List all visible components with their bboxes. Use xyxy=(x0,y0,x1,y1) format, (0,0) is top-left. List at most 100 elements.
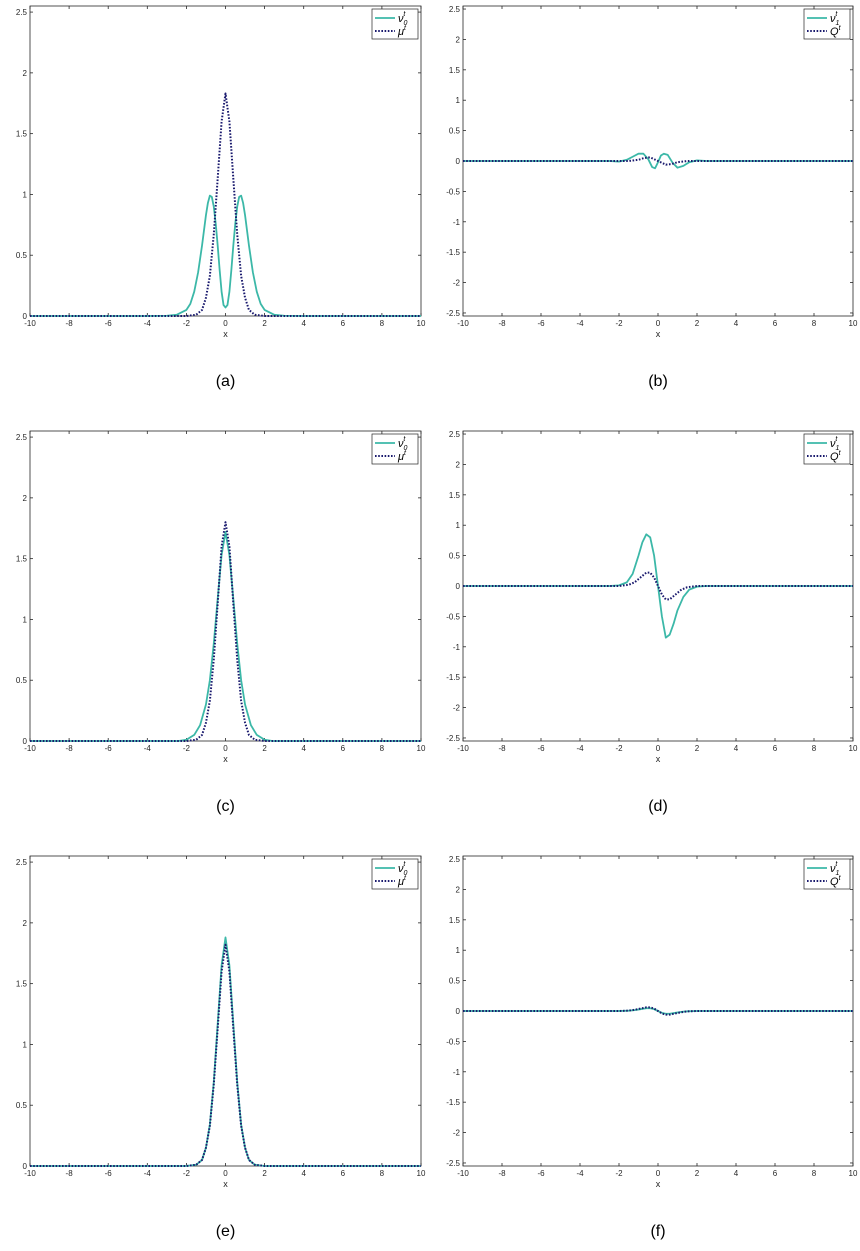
chart-panel-4: -10 -8 -6 -4 -2 0 2 4 6 8 10 -2.5 -2 -1.5 -1 -0.5 0 0.5 1 1… xyxy=(446,430,858,815)
y-tick-label: 1.5 xyxy=(449,491,461,500)
series-line-nu xyxy=(30,936,421,1167)
y-tick-label: -1 xyxy=(453,218,461,227)
legend-box xyxy=(803,8,851,40)
y-tick-label: -1 xyxy=(453,643,461,652)
y-tick-label: 0 xyxy=(23,1162,28,1171)
y-tick-label: 1 xyxy=(456,96,461,105)
x-tick-label: -8 xyxy=(66,744,74,753)
y-tick-label: 1 xyxy=(23,615,28,624)
chart-panel-6: -10 -8 -6 -4 -2 0 2 4 6 8 10 -2.5 -2 -1.5 -1 -0.5 0 0.5 1 1… xyxy=(446,855,858,1240)
y-tick-label: 1 xyxy=(23,190,28,199)
x-axis-label: x xyxy=(223,329,228,339)
x-tick-label: -10 xyxy=(457,1169,469,1178)
x-tick-label: 8 xyxy=(380,744,385,753)
x-tick-label: -6 xyxy=(105,744,113,753)
y-tick-label: 0.5 xyxy=(16,1101,28,1110)
x-tick-label: -8 xyxy=(66,1169,74,1178)
series-line-nu xyxy=(30,194,421,317)
y-tick-label: 0.5 xyxy=(16,251,28,260)
x-tick-label: -10 xyxy=(457,744,469,753)
x-tick-label: 6 xyxy=(773,319,778,328)
x-tick-label: 2 xyxy=(262,319,267,328)
y-tick-label: 2 xyxy=(456,35,461,44)
x-axis-label: x xyxy=(223,1179,228,1189)
y-tick-label: 0.5 xyxy=(449,127,461,136)
legend-box xyxy=(371,433,419,465)
legend-label-nu: ν1t xyxy=(830,11,840,27)
x-tick-label: 2 xyxy=(262,744,267,753)
x-axis-label: x xyxy=(656,329,661,339)
x-tick-label: 8 xyxy=(812,319,817,328)
y-tick-label: 2.5 xyxy=(16,433,28,442)
y-tick-label: 2.5 xyxy=(449,5,461,14)
x-tick-label: -2 xyxy=(615,744,623,753)
x-tick-label: -2 xyxy=(183,744,191,753)
x-tick-label: 4 xyxy=(301,1169,306,1178)
chart-panel-2: -10 -8 -6 -4 -2 0 2 4 6 8 10 -2.5 -2 -1.5 -1 -0.5 0 0.5 1 1… xyxy=(446,5,858,390)
y-tick-label: 0 xyxy=(456,157,461,166)
x-tick-label: -6 xyxy=(537,744,545,753)
y-tick-label: -0.5 xyxy=(446,187,460,196)
series-line-nu xyxy=(463,152,853,170)
legend-box xyxy=(803,433,851,465)
x-tick-label: -2 xyxy=(183,319,191,328)
x-tick-label: 0 xyxy=(223,319,228,328)
y-tick-label: 1.5 xyxy=(16,980,28,989)
x-tick-label: 10 xyxy=(849,744,858,753)
x-tick-label: -4 xyxy=(576,319,584,328)
x-tick-label: -4 xyxy=(144,319,152,328)
x-axis-label: x xyxy=(656,754,661,764)
y-tick-label: 2.5 xyxy=(16,8,28,17)
x-tick-label: -10 xyxy=(24,319,36,328)
legend-label-nu: ν0t xyxy=(398,861,408,877)
plot-area xyxy=(29,5,422,317)
legend-label-nu: ν0t xyxy=(398,11,408,27)
x-tick-label: -6 xyxy=(105,1169,113,1178)
x-tick-label: 6 xyxy=(341,1169,346,1178)
x-tick-label: -8 xyxy=(66,319,74,328)
y-tick-label: -1.5 xyxy=(446,248,460,257)
y-tick-label: 0 xyxy=(23,312,28,321)
y-tick-label: 1.5 xyxy=(449,66,461,75)
plot-area xyxy=(29,855,422,1167)
x-tick-label: 0 xyxy=(223,744,228,753)
y-tick-label: 0.5 xyxy=(449,977,461,986)
x-tick-label: 0 xyxy=(223,1169,228,1178)
x-tick-label: 6 xyxy=(773,744,778,753)
y-tick-label: -1 xyxy=(453,1068,461,1077)
legend-label-qty: μt xyxy=(397,875,407,888)
x-tick-label: 6 xyxy=(773,1169,778,1178)
panel-caption: (d) xyxy=(648,798,668,815)
y-tick-label: -0.5 xyxy=(446,1037,460,1046)
y-tick-label: -2 xyxy=(453,1129,461,1138)
x-axis-label: x xyxy=(223,754,228,764)
x-tick-label: 4 xyxy=(734,744,739,753)
y-tick-label: 1.5 xyxy=(16,130,28,139)
x-tick-label: 4 xyxy=(301,744,306,753)
y-tick-label: -2.5 xyxy=(446,309,460,318)
y-tick-label: 2 xyxy=(23,69,28,78)
series-line-qty xyxy=(30,943,421,1167)
x-tick-label: -10 xyxy=(24,744,36,753)
x-tick-label: 10 xyxy=(849,1169,858,1178)
panel-caption: (a) xyxy=(216,373,236,390)
x-tick-label: -4 xyxy=(144,744,152,753)
x-tick-label: -8 xyxy=(498,319,506,328)
x-tick-label: 0 xyxy=(656,1169,661,1178)
y-tick-label: 2.5 xyxy=(449,430,461,439)
y-tick-label: -2.5 xyxy=(446,1159,460,1168)
series-line-qty xyxy=(463,156,853,166)
y-tick-label: 1 xyxy=(456,521,461,530)
x-tick-label: -6 xyxy=(105,319,113,328)
x-tick-label: 10 xyxy=(417,744,426,753)
legend-label-qty: Qt xyxy=(830,450,842,463)
series-line-nu xyxy=(30,531,421,742)
x-axis-label: x xyxy=(656,1179,661,1189)
y-tick-label: 1 xyxy=(456,946,461,955)
x-tick-label: 10 xyxy=(417,1169,426,1178)
x-tick-label: 8 xyxy=(380,319,385,328)
legend-label-nu: ν1t xyxy=(830,861,840,877)
